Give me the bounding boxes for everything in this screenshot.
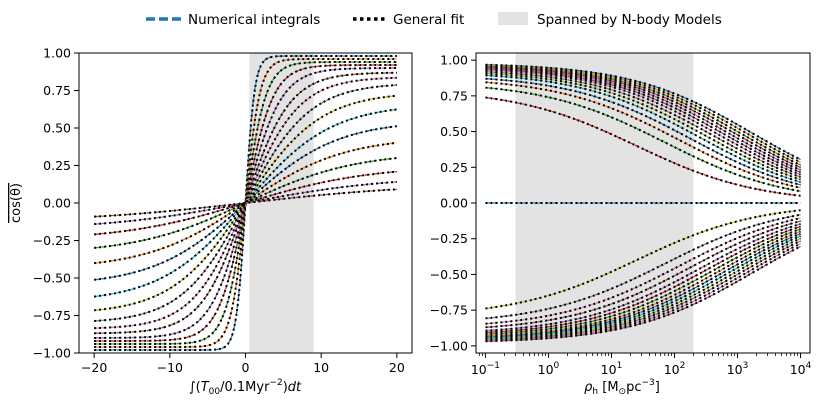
right-series-fit xyxy=(485,64,801,164)
left-ytick-label: 0.50 xyxy=(43,121,71,136)
left-series-fit xyxy=(94,125,397,281)
right-series-numerical xyxy=(485,214,801,320)
left-series-fit xyxy=(94,170,397,236)
left-series-fit xyxy=(94,55,397,351)
left-ytick-label: 0.75 xyxy=(43,83,71,98)
right-ytick-label: 1.00 xyxy=(440,53,468,68)
right-series-fit xyxy=(485,81,801,189)
left-series-fit xyxy=(94,141,397,265)
legend-label-shaded: Spanned by N-body Models xyxy=(537,12,722,28)
left-chart: −20 −10 0 10 20 −1.00 −0.75 −0.50 −0.25 0.00 0.25 0… xyxy=(9,46,413,397)
left-xtick-label: 0 xyxy=(242,360,250,375)
left-ylabel: cos(θ) xyxy=(9,183,24,223)
left-series-numerical xyxy=(94,95,397,311)
right-series-numerical xyxy=(485,67,801,171)
right-series-fit xyxy=(485,70,801,178)
left-series-fit xyxy=(94,94,397,312)
left-ytick-label: −0.25 xyxy=(33,233,71,248)
right-series-numerical xyxy=(485,237,801,340)
left-ytick-label: −0.50 xyxy=(33,271,71,286)
right-series-numerical xyxy=(485,78,801,186)
right-series-fit xyxy=(485,232,801,338)
right-series-numerical xyxy=(485,64,801,163)
right-series-fit xyxy=(485,65,801,166)
left-ytick-label: 0.00 xyxy=(43,196,71,211)
right-series-numerical xyxy=(485,240,801,341)
right-xtick-label: 100 xyxy=(538,361,560,377)
right-series-numerical xyxy=(485,235,801,339)
left-ytick-label: −0.75 xyxy=(33,308,71,323)
left-xlabel: ∫(T00/0.1Myr−2)dt xyxy=(189,378,302,397)
right-ytick-label: −0.75 xyxy=(430,303,468,318)
left-series-fit xyxy=(94,58,397,348)
legend-swatch-shaded xyxy=(498,12,528,25)
left-series-fit xyxy=(94,180,397,226)
left-series-numerical xyxy=(94,142,397,264)
right-ytick-label: 0.75 xyxy=(440,88,468,103)
right-series-fit xyxy=(485,217,801,325)
right-xlabel: ρh [M⊙pc−3] xyxy=(584,378,660,397)
right-series-fit xyxy=(485,230,801,337)
left-ytick-label: 1.00 xyxy=(43,46,71,61)
right-series-numerical xyxy=(485,245,801,342)
legend-label-fit: General fit xyxy=(393,12,464,28)
right-series-numerical xyxy=(485,64,801,161)
right-ytick-label: −0.25 xyxy=(430,231,468,246)
left-xtick-label: 10 xyxy=(313,360,329,375)
right-xtick-label: 101 xyxy=(601,361,623,377)
right-series-fit xyxy=(485,72,801,181)
left-ytick-label: −1.00 xyxy=(33,346,71,361)
right-series-fit xyxy=(485,66,801,169)
right-series-numerical xyxy=(485,243,801,342)
right-xtick-label: 102 xyxy=(664,361,686,377)
right-series-fit xyxy=(485,223,801,332)
right-series-numerical xyxy=(485,65,801,166)
left-series-fit xyxy=(94,108,397,298)
legend: Numerical integrals General fit Spanned … xyxy=(146,12,722,28)
left-xtick-label: 20 xyxy=(389,360,405,375)
right-series-numerical xyxy=(485,220,801,328)
right-chart: 10−1 100 101 102 103 104 −1.00 −0.75 −0.50 −0.25 0… xyxy=(430,52,812,397)
right-series-fit xyxy=(485,69,801,176)
right-ytick-label: 0.00 xyxy=(440,196,468,211)
left-xtick-label: −20 xyxy=(81,360,107,375)
right-series-numerical xyxy=(485,86,801,192)
right-series-fit xyxy=(485,74,801,183)
left-series-fit xyxy=(94,157,397,249)
right-series-fit xyxy=(485,225,801,334)
left-xtick-label: −10 xyxy=(157,360,183,375)
right-series-fit xyxy=(485,240,801,341)
right-ytick-label: −1.00 xyxy=(430,338,468,353)
right-ytick-label: 0.50 xyxy=(440,124,468,139)
right-series-fit xyxy=(485,96,801,197)
legend-label-numerical: Numerical integrals xyxy=(188,12,320,28)
right-series-numerical xyxy=(485,66,801,169)
right-xtick-label: 10−1 xyxy=(471,361,500,377)
right-series-fit xyxy=(485,209,801,310)
right-ytick-label: −0.50 xyxy=(430,267,468,282)
left-ytick-label: 0.25 xyxy=(43,158,71,173)
right-series-fit xyxy=(485,237,801,340)
right-xtick-label: 104 xyxy=(790,361,812,377)
right-series-fit xyxy=(485,68,801,174)
right-series-fit xyxy=(485,242,801,342)
right-series-fit xyxy=(485,228,801,336)
left-series-fit xyxy=(94,188,397,218)
right-xtick-label: 103 xyxy=(727,361,749,377)
right-ytick-label: 0.25 xyxy=(440,160,468,175)
